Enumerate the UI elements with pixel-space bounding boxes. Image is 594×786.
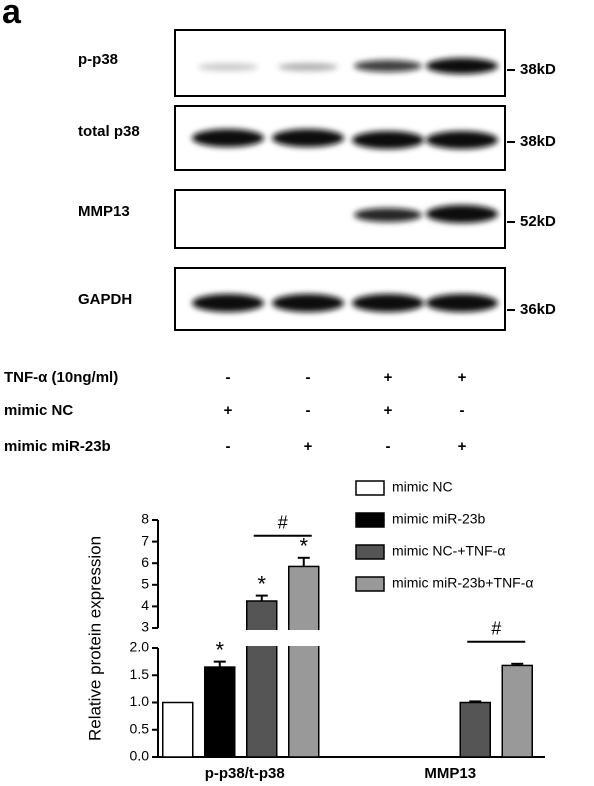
blot-label: MMP13	[78, 203, 130, 220]
legend-swatch	[355, 576, 385, 592]
bands	[192, 58, 498, 312]
y-tick-label: 2.0	[130, 639, 150, 655]
y-tick-label: 7	[141, 532, 149, 548]
treatment-sign: +	[224, 402, 233, 419]
bar	[288, 565, 320, 758]
y-tick-label: 4	[141, 597, 149, 613]
size-label: 38kD	[520, 133, 556, 150]
y-tick-label: 0.0	[130, 748, 150, 764]
legend-label: mimic miR-23b+TNF-α	[392, 575, 533, 591]
legend-label: mimic miR-23b	[392, 511, 486, 527]
bar	[459, 701, 491, 758]
x-tick-label: MMP13	[424, 765, 476, 782]
treatment-sign: +	[458, 369, 467, 386]
axis-break	[160, 630, 547, 646]
bar	[246, 600, 278, 758]
y-tick-label: 5	[141, 576, 149, 592]
size-label: 36kD	[520, 301, 556, 318]
bar	[501, 664, 533, 758]
annotation: #	[491, 619, 501, 639]
y-tick-label: 3	[141, 619, 149, 635]
legend-swatch	[355, 544, 385, 560]
bar	[204, 666, 236, 758]
treatment-sign: -	[306, 369, 311, 386]
legend-label: mimic NC	[392, 479, 453, 495]
blot-label: p-p38	[78, 51, 118, 68]
size-label: 52kD	[520, 213, 556, 230]
treatment-sign: -	[460, 402, 465, 419]
size-label: 38kD	[520, 61, 556, 78]
treatment-sign: -	[306, 402, 311, 419]
blot	[174, 29, 506, 331]
blot-label: total p38	[78, 123, 140, 140]
treatment-sign: +	[304, 438, 313, 455]
treatment-sign: -	[226, 369, 231, 386]
annotation: #	[278, 513, 288, 533]
legend-label: mimic NC-+TNF-α	[392, 543, 505, 559]
annotation: *	[215, 637, 224, 662]
legend-swatch	[355, 480, 385, 496]
blot-label: GAPDH	[78, 291, 132, 308]
panel-label: a	[2, 0, 22, 31]
y-axis-label: Relative protein expression	[85, 536, 104, 741]
treatment-label: mimic miR-23b	[4, 438, 111, 455]
bar	[162, 701, 194, 758]
y-tick-label: 1.0	[130, 693, 150, 709]
y-tick-label: 1.5	[130, 666, 150, 682]
annotation: *	[257, 571, 266, 596]
treatment-label: TNF-α (10ng/ml)	[4, 369, 118, 386]
y-tick-label: 8	[141, 511, 149, 527]
annotation: *	[299, 534, 308, 559]
x-tick-label: p-p38/t-p38	[205, 765, 285, 782]
y-tick-label: 6	[141, 554, 149, 570]
y-tick-label: 0.5	[130, 720, 150, 736]
treatment-sign: +	[384, 402, 393, 419]
legend-swatch	[355, 512, 385, 528]
treatment-label: mimic NC	[4, 402, 73, 419]
treatment-sign: +	[458, 438, 467, 455]
treatment-sign: -	[226, 438, 231, 455]
treatment-sign: +	[384, 369, 393, 386]
treatment-sign: -	[386, 438, 391, 455]
